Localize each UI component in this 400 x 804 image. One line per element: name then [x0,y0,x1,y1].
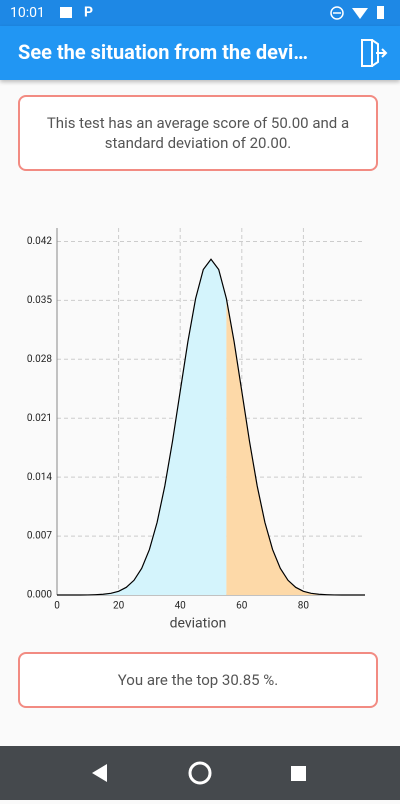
y-tick-label: 0.021 [27,413,52,424]
clock: 10:01 [10,5,45,21]
summary-box: This test has an average score of 50.00 … [18,95,378,171]
y-tick-label: 0.028 [27,354,52,365]
recents-button[interactable] [291,766,306,781]
area-below [57,259,227,595]
status-icons: P [60,5,384,21]
curve [57,258,365,596]
y-tick-label: 0.014 [27,472,52,483]
svg-text:P: P [84,5,93,21]
x-axis-label: deviation [170,616,227,632]
back-button[interactable] [92,764,107,782]
x-tick-label: 20 [113,601,125,612]
y-tick-label: 0.007 [27,531,52,542]
y-tick-label: 0.000 [27,590,52,601]
status-bar: 10:01 P [0,0,400,26]
y-tick-label: 0.035 [27,295,52,306]
x-tick-label: 0 [54,601,60,612]
chart: 0.000 0.007 0.014 0.021 0.028 0.035 0.042 0 20 40… [27,228,365,632]
logout-button[interactable] [358,38,388,68]
y-tick-label: 0.042 [27,236,52,247]
nav-bar [0,746,400,800]
result-text: You are the top 30.85 %. [117,671,279,689]
app-bar: See the situation from the devi… [0,26,400,80]
home-button[interactable] [188,761,212,785]
nav-buttons [92,761,306,785]
area-above [226,298,365,595]
x-tick-label: 80 [298,601,310,612]
x-tick-label: 40 [175,601,187,612]
x-tick-label: 60 [236,601,248,612]
app-title: See the situation from the devi… [18,40,309,64]
summary-text: This test has an average score of 50.00 … [46,114,350,152]
result-box: You are the top 30.85 %. [18,652,378,708]
